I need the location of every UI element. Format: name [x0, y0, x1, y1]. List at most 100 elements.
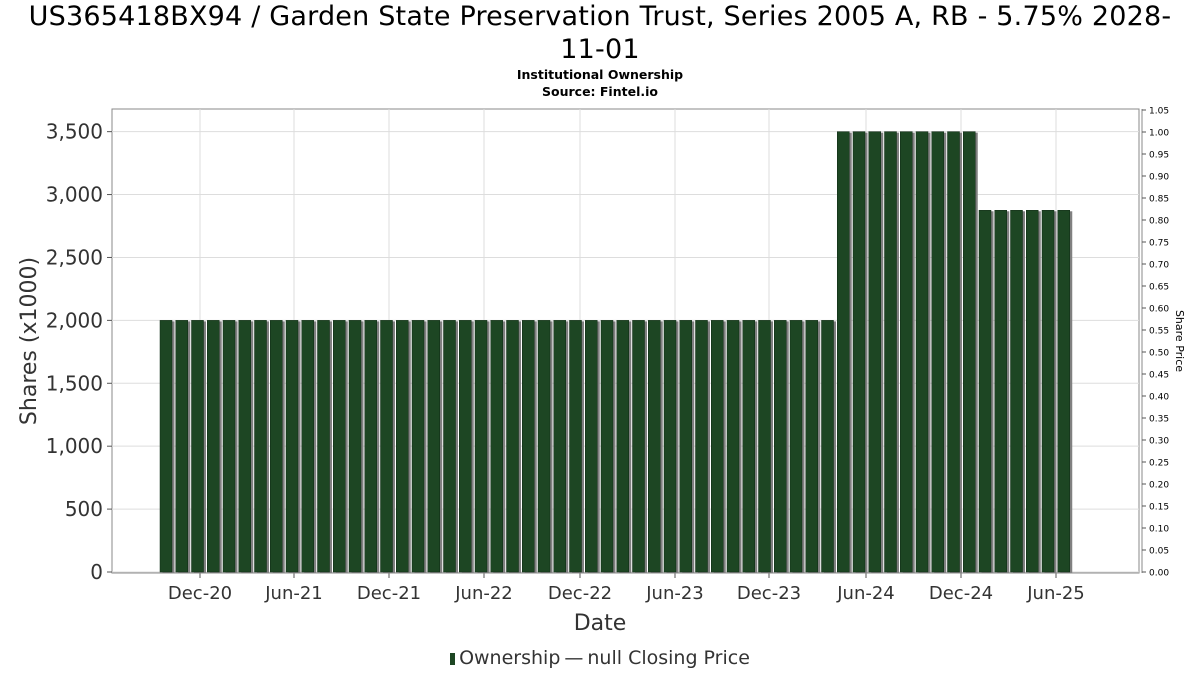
ownership-bar: [931, 131, 944, 573]
ownership-bar: [1010, 210, 1023, 573]
chart-source: Source: Fintel.io: [542, 84, 658, 99]
ownership-bar: [947, 131, 960, 573]
ownership-bar: [191, 320, 204, 573]
y2-tick-label: 1.00: [1149, 129, 1169, 139]
x-tick-label: Dec-20: [168, 583, 232, 604]
x-tick-label: Dec-23: [737, 583, 801, 604]
ownership-bar: [411, 320, 425, 573]
ownership-bar: [537, 320, 551, 573]
y2-tick-label: 0.50: [1149, 349, 1169, 359]
ownership-bar: [821, 320, 834, 573]
ownership-bar: [270, 320, 283, 573]
ownership-bar: [522, 320, 535, 573]
ownership-bar: [585, 320, 598, 573]
ownership-bar: [490, 320, 503, 573]
ownership-bar: [380, 320, 393, 573]
ownership-bar: [348, 320, 362, 573]
y2-tick-label: 0.45: [1149, 371, 1169, 381]
ownership-bar: [900, 131, 913, 573]
ownership-bar: [238, 320, 251, 573]
y-tick-label: 0: [90, 560, 103, 584]
y2-tick-label: 0.90: [1149, 173, 1169, 183]
y2-tick-label: 0.10: [1149, 525, 1169, 535]
y2-tick-label: 0.40: [1149, 393, 1169, 403]
ownership-bar: [789, 320, 803, 573]
y2-tick-label: 0.70: [1149, 261, 1169, 271]
x-tick-label: Jun-25: [1026, 583, 1085, 604]
ownership-bar: [443, 320, 456, 573]
ownership-bar: [600, 320, 614, 573]
y2-tick-label: 0.55: [1149, 327, 1169, 337]
ownership-bar: [805, 320, 818, 573]
x-tick-label: Dec-22: [548, 583, 612, 604]
x-tick-label: Jun-24: [836, 583, 895, 604]
y2-tick-label: 0.35: [1149, 415, 1169, 425]
ownership-bar: [711, 320, 724, 573]
ownership-bar: [1057, 210, 1070, 573]
y2-tick-label: 0.60: [1149, 305, 1169, 315]
x-axis-title: Date: [574, 611, 627, 636]
y-tick-label: 3,500: [46, 120, 103, 144]
x-tick-label: Jun-22: [454, 583, 513, 604]
y2-tick-label: 0.95: [1149, 151, 1169, 161]
ownership-bar: [1026, 210, 1039, 573]
ownership-bar: [632, 320, 645, 573]
y2-tick-label: 0.80: [1149, 217, 1169, 227]
y-tick-label: 3,000: [46, 183, 103, 207]
ownership-bar: [254, 320, 267, 573]
y-tick-label: 2,500: [46, 245, 103, 269]
ownership-bar: [569, 320, 582, 573]
y-tick-label: 500: [65, 497, 103, 521]
ownership-bar: [695, 320, 708, 573]
ownership-bar: [553, 320, 566, 573]
ownership-bar: [837, 131, 850, 573]
ownership-bar: [963, 131, 976, 573]
ownership-bar: [222, 320, 236, 573]
chart-title-line-1: US365418BX94 / Garden State Preservation…: [28, 1, 1172, 32]
y2-tick-label: 0.05: [1149, 547, 1169, 557]
ownership-bar: [616, 320, 629, 573]
y2-tick-label: 0.20: [1149, 481, 1169, 491]
price-legend-label: null Closing Price: [587, 647, 750, 669]
y2-tick-label: 1.05: [1149, 107, 1169, 117]
ownership-bar: [884, 131, 897, 573]
x-tick-label: Jun-21: [264, 583, 323, 604]
ownership-bar: [1041, 210, 1055, 573]
ownership-bar: [868, 131, 881, 573]
chart-title-line-2: 11-01: [560, 34, 640, 65]
y-tick-label: 1,500: [46, 371, 103, 395]
y2-tick-label: 0.65: [1149, 283, 1169, 293]
ownership-bar: [679, 320, 692, 573]
y2-tick-label: 0.25: [1149, 459, 1169, 469]
ownership-bar: [175, 320, 188, 573]
y2-tick-label: 0.30: [1149, 437, 1169, 447]
ownership-legend-swatch: [450, 653, 456, 665]
ownership-bar: [978, 210, 992, 573]
y-tick-label: 1,000: [46, 434, 103, 458]
chart-subtitle: Institutional Ownership: [516, 67, 684, 82]
ownership-bar: [474, 320, 488, 573]
ownership-bar: [459, 320, 472, 573]
ownership-bar: [506, 320, 519, 573]
ownership-bar: [317, 320, 330, 573]
chart-title: US365418BX94 / Garden State Preservation…: [0, 0, 1200, 66]
ownership-bar: [742, 320, 755, 573]
y2-tick-label: 0.15: [1149, 503, 1169, 513]
y2-tick-label: 0.00: [1149, 569, 1169, 579]
x-tick-label: Dec-24: [929, 583, 993, 604]
y2-tick-label: 0.75: [1149, 239, 1169, 249]
ownership-bar: [364, 320, 377, 573]
ownership-bar: [994, 210, 1007, 573]
ownership-bar: [159, 320, 173, 573]
price-legend-line: —: [564, 647, 584, 669]
ownership-bar: [915, 131, 929, 573]
ownership-bar: [333, 320, 346, 573]
legend: Ownership — null Closing Price: [0, 647, 1200, 669]
ownership-bar: [663, 320, 677, 573]
x-tick-label: Jun-23: [645, 583, 704, 604]
y2-axis-title: Share Price: [1173, 310, 1186, 372]
ownership-bar: [774, 320, 787, 573]
y-axis-title: Shares (x1000): [17, 257, 42, 425]
x-tick-label: Dec-21: [357, 583, 421, 604]
